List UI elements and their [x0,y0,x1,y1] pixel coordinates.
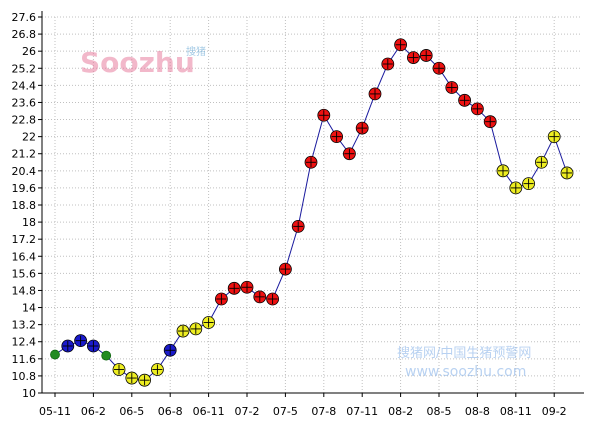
data-point [266,292,280,306]
data-point [535,155,548,169]
logo-subtext: 搜猪 [186,45,206,58]
x-tick-label: 08-11 [500,405,532,418]
point-dot [101,350,112,361]
data-point [547,130,561,144]
y-tick-label: 10 [22,387,36,400]
y-tick-label: 10.8 [12,370,37,383]
watermark-line-2: www.soozhu.com [405,364,526,380]
data-point [202,316,216,329]
data-point [355,121,369,135]
y-tick-label: 18 [22,216,36,229]
soozhu-logo-watermark: Soozhu 搜猪 [80,45,206,79]
y-tick-label: 12.4 [12,336,37,349]
x-tick-label: 08-5 [427,405,452,418]
data-point [112,363,126,376]
data-point [176,324,190,338]
data-point [522,177,535,191]
logo-text: Soozhu [80,46,195,79]
data-point [304,155,318,169]
data-point [74,334,87,348]
data-point [458,93,472,107]
y-tick-label: 23.6 [12,96,37,109]
y-tick-label: 18.8 [12,199,37,212]
y-tick-labels: 10 10.8 11.6 12.4 13.2 14 14.8 15.6 16.4 17.2 18 18… [12,11,37,400]
data-point [509,181,523,195]
x-tick-label: 06-5 [119,405,144,418]
axes [38,11,584,397]
y-tick-label: 20.4 [12,165,37,178]
point-dot [50,349,60,360]
data-point [50,349,60,360]
data-point [87,339,100,353]
data-point [61,339,75,353]
y-tick-label: 19.6 [12,182,37,195]
data-point [368,87,382,101]
data-point [342,147,356,161]
y-tick-label: 22.8 [12,114,37,127]
x-tick-label: 08-8 [465,405,490,418]
y-tick-label: 24.4 [12,79,37,92]
data-point [317,108,331,122]
data-point [406,51,420,64]
y-tick-label: 22 [22,131,36,144]
watermark-line-1: 搜猪网/中国生猪预警网 [397,345,531,361]
data-point [163,343,177,357]
y-tick-label: 16.4 [12,250,37,263]
data-markers [50,38,574,387]
x-tick-label: 08-2 [388,405,413,418]
x-tick-label: 06-2 [81,405,106,418]
data-point [189,322,203,336]
x-tick-label: 07-11 [346,405,378,418]
data-point [394,38,408,52]
y-tick-label: 11.6 [12,353,37,366]
data-point [101,350,112,361]
data-point [432,61,446,75]
data-point [291,219,305,233]
data-point [227,281,241,295]
y-tick-label: 21.2 [12,148,37,161]
y-tick-label: 26.8 [12,28,37,41]
x-tick-label: 09-2 [542,405,567,418]
y-tick-label: 14 [22,302,36,315]
y-tick-label: 15.6 [12,267,37,280]
data-point [253,290,267,304]
x-tick-label: 07-5 [273,405,298,418]
data-point [445,81,459,94]
x-tick-label: 06-8 [158,405,183,418]
y-tick-label: 17.2 [12,233,37,246]
data-point [150,363,164,376]
data-point [214,292,228,306]
data-point [125,371,139,385]
data-point [496,164,510,178]
y-tick-label: 26 [22,45,36,58]
data-point [483,115,497,129]
data-point [278,262,292,276]
data-point [419,49,433,62]
x-tick-label: 07-8 [311,405,336,418]
site-watermark: 搜猪网/中国生猪预警网 www.soozhu.com [397,345,531,380]
data-point [138,373,152,387]
y-tick-label: 25.2 [12,62,37,75]
x-tick-label: 05-11 [39,405,71,418]
data-point [330,130,344,144]
y-tick-label: 13.2 [12,319,37,332]
x-tick-labels: 05-11 06-2 06-5 06-8 06-11 07-2 07-5 07-8 07-11 0… [39,405,567,418]
y-tick-label: 14.8 [12,284,37,297]
data-point [240,280,254,294]
data-point [470,102,484,116]
data-point [560,166,574,180]
y-tick-label: 27.6 [12,11,37,24]
x-tick-label: 06-11 [193,405,225,418]
data-point [381,57,395,71]
x-tick-label: 07-2 [235,405,260,418]
